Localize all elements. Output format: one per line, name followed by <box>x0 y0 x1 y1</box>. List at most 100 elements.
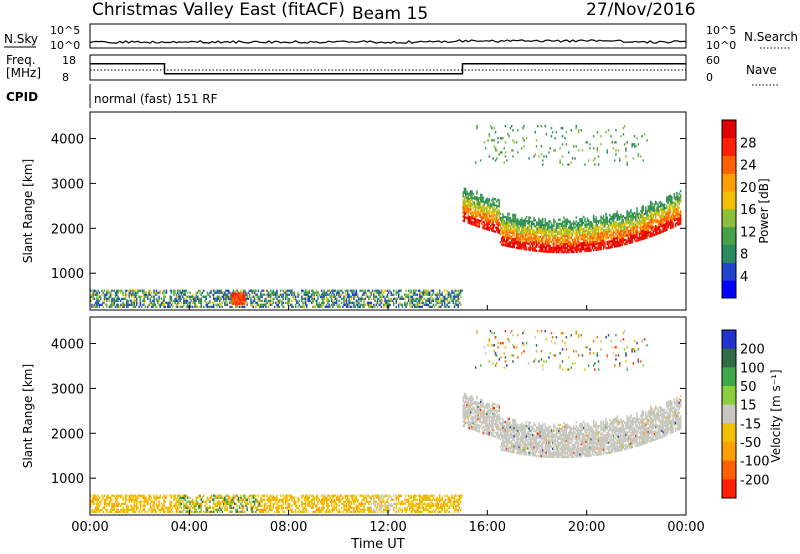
power-peak-cell <box>241 292 243 295</box>
velocity-cell <box>276 510 278 513</box>
power-cell <box>479 203 482 206</box>
power-cell <box>373 295 375 298</box>
power-cell <box>545 228 548 231</box>
power-cell <box>510 221 513 224</box>
power-cell <box>325 297 328 300</box>
power-cell <box>540 239 543 243</box>
velocity-cell <box>329 510 332 513</box>
power-cell <box>508 233 510 236</box>
power-cell <box>524 244 527 247</box>
power-cell <box>635 239 637 243</box>
power-cell <box>627 215 630 219</box>
power-cell <box>632 222 635 225</box>
power-cell <box>512 139 514 142</box>
power-cell <box>179 297 181 300</box>
velocity-cell <box>126 506 128 509</box>
power-cell <box>297 301 299 304</box>
velocity-cell <box>332 506 334 509</box>
power-cell <box>559 246 561 250</box>
velocity-cell <box>242 496 245 499</box>
power-cell <box>498 199 500 202</box>
power-cell <box>637 221 640 224</box>
power-cell <box>656 208 658 211</box>
power-cell <box>591 224 594 228</box>
power-cell <box>679 210 682 213</box>
power-cell <box>411 295 414 298</box>
power-cell <box>109 305 112 308</box>
power-cell <box>534 233 536 236</box>
power-cell <box>592 230 595 234</box>
power-cell <box>147 297 149 300</box>
power-cell <box>638 234 641 237</box>
power-cell <box>479 209 482 213</box>
power-cell <box>492 157 494 160</box>
velocity-cell <box>273 496 276 499</box>
power-cell <box>252 295 255 298</box>
power-cell <box>600 219 602 222</box>
velocity-cell <box>185 500 188 503</box>
velocity-cell <box>236 494 238 497</box>
velocity-cell <box>180 506 183 509</box>
power-cell <box>344 299 346 302</box>
velocity-cell <box>333 500 335 503</box>
power-cell <box>502 215 504 218</box>
power-cell <box>273 297 276 300</box>
power-cell <box>515 242 518 245</box>
power-cell <box>626 214 628 217</box>
power-cell <box>576 248 579 251</box>
power-cell <box>570 244 572 247</box>
power-cell <box>602 225 605 228</box>
power-cell <box>513 244 515 247</box>
power-cell <box>450 297 452 300</box>
power-cell <box>483 227 486 230</box>
power-cell <box>183 303 185 306</box>
power-cell <box>568 244 570 248</box>
power-cell <box>515 220 518 223</box>
velocity-cell <box>323 500 325 503</box>
power-cell <box>542 236 544 239</box>
power-cell <box>630 231 632 234</box>
power-cell <box>568 226 570 229</box>
power-cell <box>476 192 478 195</box>
power-cell <box>486 205 488 208</box>
power-cell <box>553 246 555 250</box>
power-cell <box>512 243 514 247</box>
power-cell <box>564 236 566 240</box>
power-cell <box>508 237 510 240</box>
power-cell <box>546 226 549 229</box>
power-cell <box>401 297 404 300</box>
velocity-cell <box>185 494 188 497</box>
power-cell <box>498 213 500 216</box>
velocity-cell <box>273 510 276 513</box>
power-cell <box>509 227 512 230</box>
power-cell <box>494 149 497 152</box>
power-cell <box>488 222 491 225</box>
velocity-cell <box>276 496 278 499</box>
velocity-cell <box>311 506 313 509</box>
power-cell <box>482 198 484 201</box>
power-cell <box>606 236 608 240</box>
power-cell <box>209 299 211 302</box>
power-cell <box>150 291 153 294</box>
power-cell <box>523 231 525 235</box>
power-cell <box>658 201 661 204</box>
power-cell <box>102 301 104 304</box>
power-cell <box>554 149 556 152</box>
power-cell <box>405 295 407 298</box>
velocity-cell <box>301 494 303 497</box>
power-cell <box>267 305 270 308</box>
power-cell <box>674 222 677 225</box>
power-cell <box>186 295 189 298</box>
velocity-cell <box>124 494 127 497</box>
power-cell <box>631 145 633 148</box>
power-cell <box>594 244 596 248</box>
power-cell <box>529 246 532 250</box>
velocity-cell <box>95 510 97 513</box>
power-cell <box>468 201 471 204</box>
power-cell <box>669 223 672 226</box>
power-cell <box>200 293 202 296</box>
power-cell <box>614 241 616 244</box>
power-cell <box>676 214 678 217</box>
power-cell <box>611 215 613 218</box>
power-cell <box>648 225 651 228</box>
